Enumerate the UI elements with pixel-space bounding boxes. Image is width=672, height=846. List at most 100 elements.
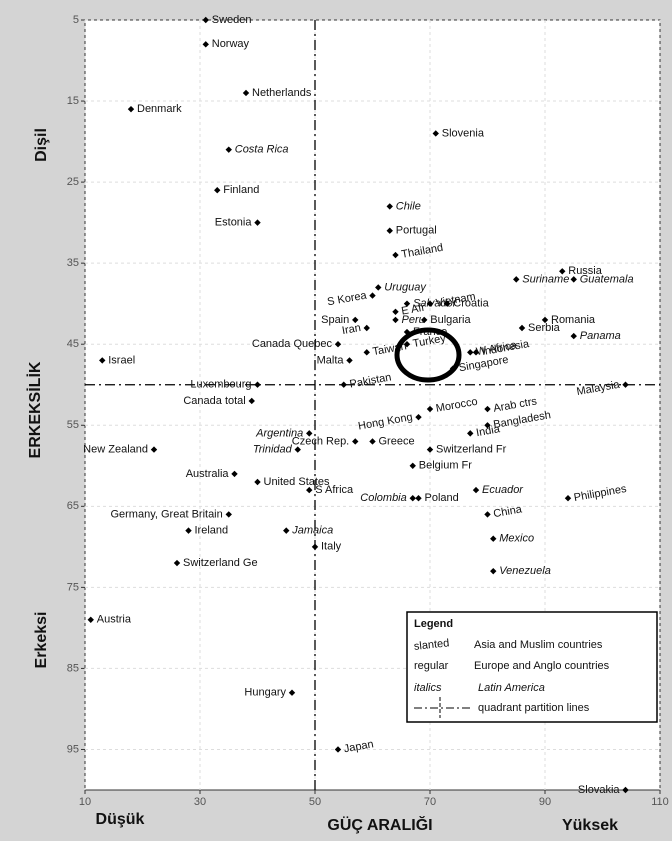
x-tick-label: 30 [194, 796, 206, 808]
point [403, 341, 411, 348]
point [99, 357, 106, 364]
point [403, 300, 411, 307]
point-label: China [492, 503, 523, 520]
y-tick-label: 25 [67, 176, 79, 188]
point-label: E Afr [400, 302, 426, 318]
point [306, 486, 313, 494]
x-tick-label: 70 [424, 796, 436, 808]
point [288, 689, 296, 696]
point-label: Luxembourg [190, 379, 251, 391]
point [490, 567, 497, 575]
point-label: Estonia [215, 217, 253, 229]
point [484, 405, 491, 413]
point [254, 381, 261, 388]
point [490, 535, 497, 542]
point-label: Panama [580, 330, 621, 342]
point [432, 130, 439, 137]
legend-text: Asia and Muslim countries [474, 639, 603, 651]
point [513, 276, 520, 283]
x-tick-label: 110 [651, 796, 669, 808]
point-label: Switzerland Ge [183, 557, 258, 569]
point [231, 470, 238, 478]
y-tick-label: 95 [67, 743, 79, 755]
point-label: New Zealand [83, 443, 148, 455]
point [386, 203, 393, 210]
point [559, 268, 566, 275]
highlight-circle [394, 327, 462, 383]
point [444, 300, 451, 307]
point [369, 292, 376, 299]
point [564, 495, 572, 502]
y-bottom-label: Erkeksi [33, 612, 50, 669]
y-tick-label: 85 [67, 662, 79, 674]
point [225, 511, 232, 518]
point-label: Iran [341, 322, 362, 337]
legend-key: italics [414, 682, 442, 694]
point [421, 316, 428, 324]
point-label: Slovenia [442, 127, 485, 139]
point-label: Peru [402, 314, 425, 326]
point [185, 527, 192, 534]
point [409, 462, 416, 469]
point-label: Canada total [183, 395, 245, 407]
point-label: Denmark [137, 103, 182, 115]
point [426, 405, 434, 413]
legend-box [406, 611, 658, 723]
point [283, 527, 290, 534]
point-label: Turkey [412, 332, 447, 350]
point [467, 430, 474, 437]
point-label: Colombia [360, 492, 406, 504]
point [426, 446, 434, 453]
point-label: Poland [425, 492, 459, 504]
point-label: Belgium Fr [419, 460, 473, 472]
point [214, 187, 221, 194]
point [334, 746, 342, 753]
legend-text: Latin America [478, 682, 545, 694]
point [202, 16, 209, 24]
point [311, 543, 319, 551]
point-label: Japan [343, 738, 375, 755]
y-tick-label: 5 [73, 14, 79, 26]
point [352, 316, 359, 324]
point [127, 105, 135, 113]
point-label: Germany, Great Britain [110, 508, 222, 520]
point [484, 511, 491, 518]
y-tick-label: 55 [67, 419, 79, 431]
point-label: Croatia [453, 298, 489, 310]
legend-title: Legend [414, 618, 453, 630]
point [426, 300, 434, 307]
y-tick-label: 45 [67, 338, 79, 350]
point [392, 251, 399, 259]
point [415, 495, 422, 502]
point-label: Russia [568, 265, 603, 277]
point [472, 486, 480, 494]
point-label: Canada Quebec [252, 338, 333, 350]
point [173, 559, 181, 567]
x-high-label: Yüksek [562, 817, 618, 834]
point-label: Greece [379, 435, 415, 447]
point-label: Jamaica [291, 525, 333, 537]
point-label: Costa Rica [235, 144, 289, 156]
point [541, 316, 549, 324]
x-tick-label: 10 [79, 796, 91, 808]
point-label: Argentina [255, 427, 303, 439]
point-label: Salvador [413, 298, 458, 310]
point [87, 616, 94, 623]
point-label: Netherlands [252, 87, 312, 99]
point-label: Uruguay [384, 281, 427, 293]
point [150, 446, 158, 453]
point-label: Hungary [244, 687, 286, 699]
y-top-label: Dişil [33, 128, 50, 162]
point [254, 478, 261, 486]
point-label: Serbia [528, 322, 561, 334]
point-label: Spain [321, 314, 349, 326]
point [363, 324, 370, 332]
x-tick-label: 90 [539, 796, 551, 808]
x-axis-label: GÜÇ ARALIĞI [327, 815, 432, 834]
x-low-label: Düşük [96, 811, 145, 828]
point-label: United States [264, 476, 331, 488]
x-tick-label: 50 [309, 796, 321, 808]
point [518, 324, 526, 332]
point [242, 89, 250, 97]
